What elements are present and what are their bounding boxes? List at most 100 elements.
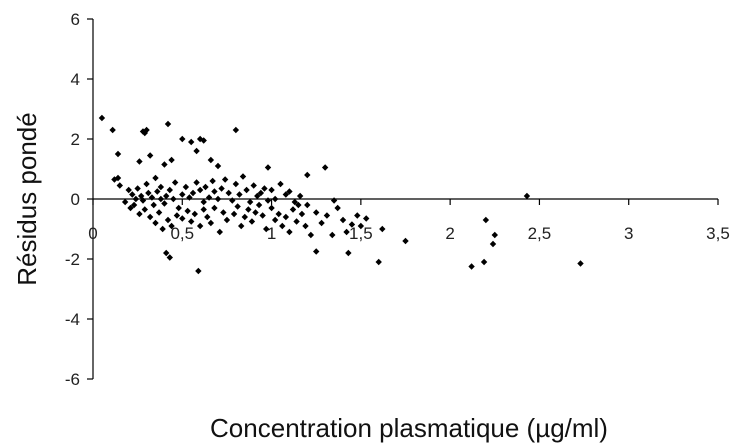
x-tick-label: 2 (445, 224, 454, 243)
axes (92, 19, 718, 379)
data-point (304, 171, 311, 179)
data-point (111, 176, 118, 183)
data-point (130, 201, 138, 209)
data-point (225, 189, 232, 197)
data-point (232, 126, 240, 134)
x-tick-label: 1,5 (349, 224, 373, 243)
data-point (238, 222, 245, 230)
data-point (261, 185, 268, 192)
data-point (489, 240, 497, 248)
data-point (239, 173, 247, 180)
data-point (196, 186, 204, 194)
data-point (291, 198, 298, 206)
data-point (193, 147, 200, 155)
data-point (263, 225, 270, 233)
data-point (264, 197, 272, 204)
data-point (223, 216, 231, 224)
data-point (313, 209, 320, 216)
data-point (148, 194, 156, 201)
data-point (211, 188, 218, 195)
data-point (114, 174, 122, 182)
data-point (166, 254, 173, 261)
data-point (318, 219, 325, 227)
data-point (171, 179, 179, 186)
x-tick-label: 3,5 (706, 224, 730, 243)
data-point (286, 228, 293, 236)
data-point (250, 182, 257, 189)
data-point (268, 186, 275, 194)
data-point (163, 249, 170, 257)
data-point (168, 156, 175, 164)
y-tick-label: 0 (71, 190, 80, 209)
data-point (523, 192, 531, 200)
data-point (302, 222, 309, 230)
data-point (179, 215, 186, 222)
y-tick-label: -6 (65, 370, 80, 389)
data-point (339, 216, 347, 224)
data-point (329, 231, 336, 239)
data-point (214, 195, 222, 203)
data-point (229, 197, 236, 204)
data-point (289, 206, 297, 213)
data-point (196, 222, 204, 230)
data-point (271, 195, 279, 203)
data-point (304, 201, 311, 209)
x-tick-label: 2,5 (528, 224, 552, 243)
data-point (193, 179, 200, 186)
data-point (293, 218, 300, 225)
data-point (216, 228, 223, 236)
data-point (491, 231, 498, 239)
data-point (134, 185, 141, 192)
data-point (275, 210, 282, 218)
data-point (402, 237, 409, 245)
data-point (268, 204, 275, 212)
data-point (279, 222, 286, 230)
data-point (321, 164, 329, 171)
data-point (200, 198, 207, 206)
data-point (189, 189, 197, 197)
data-point (139, 128, 147, 135)
data-point (155, 209, 163, 216)
data-point (264, 164, 272, 171)
data-point (150, 201, 157, 209)
data-point (375, 258, 382, 266)
data-point (98, 114, 106, 122)
data-point (163, 192, 170, 200)
data-point (577, 260, 584, 267)
data-point (207, 156, 215, 164)
data-point (154, 188, 161, 195)
data-point (146, 152, 154, 159)
x-axis-title: Concentration plasmatique (µg/ml) (210, 413, 608, 443)
data-point (195, 267, 202, 275)
data-point (232, 180, 240, 188)
y-tick-label: 2 (71, 130, 80, 149)
data-point (125, 186, 132, 194)
data-point (207, 219, 215, 227)
data-point (166, 186, 173, 194)
data-point (182, 183, 190, 191)
data-point (343, 228, 350, 236)
data-point (121, 198, 129, 206)
data-point (205, 194, 213, 201)
data-point (127, 204, 134, 212)
x-tick-label: 3 (624, 224, 633, 243)
data-point (254, 192, 261, 200)
x-tick-label: 0 (88, 224, 97, 243)
data-point (354, 212, 361, 219)
data-point (345, 249, 352, 257)
data-point (230, 210, 238, 218)
data-point (286, 188, 293, 195)
data-point (234, 203, 241, 210)
data-point (161, 200, 168, 207)
data-point (480, 258, 488, 266)
y-tick-label: 4 (71, 70, 80, 89)
data-point (282, 213, 290, 221)
data-point (143, 126, 150, 134)
data-point (252, 209, 259, 216)
data-point (168, 222, 175, 230)
data-point (330, 197, 338, 204)
data-point (139, 197, 147, 204)
data-point (186, 194, 193, 201)
data-point (248, 218, 256, 225)
